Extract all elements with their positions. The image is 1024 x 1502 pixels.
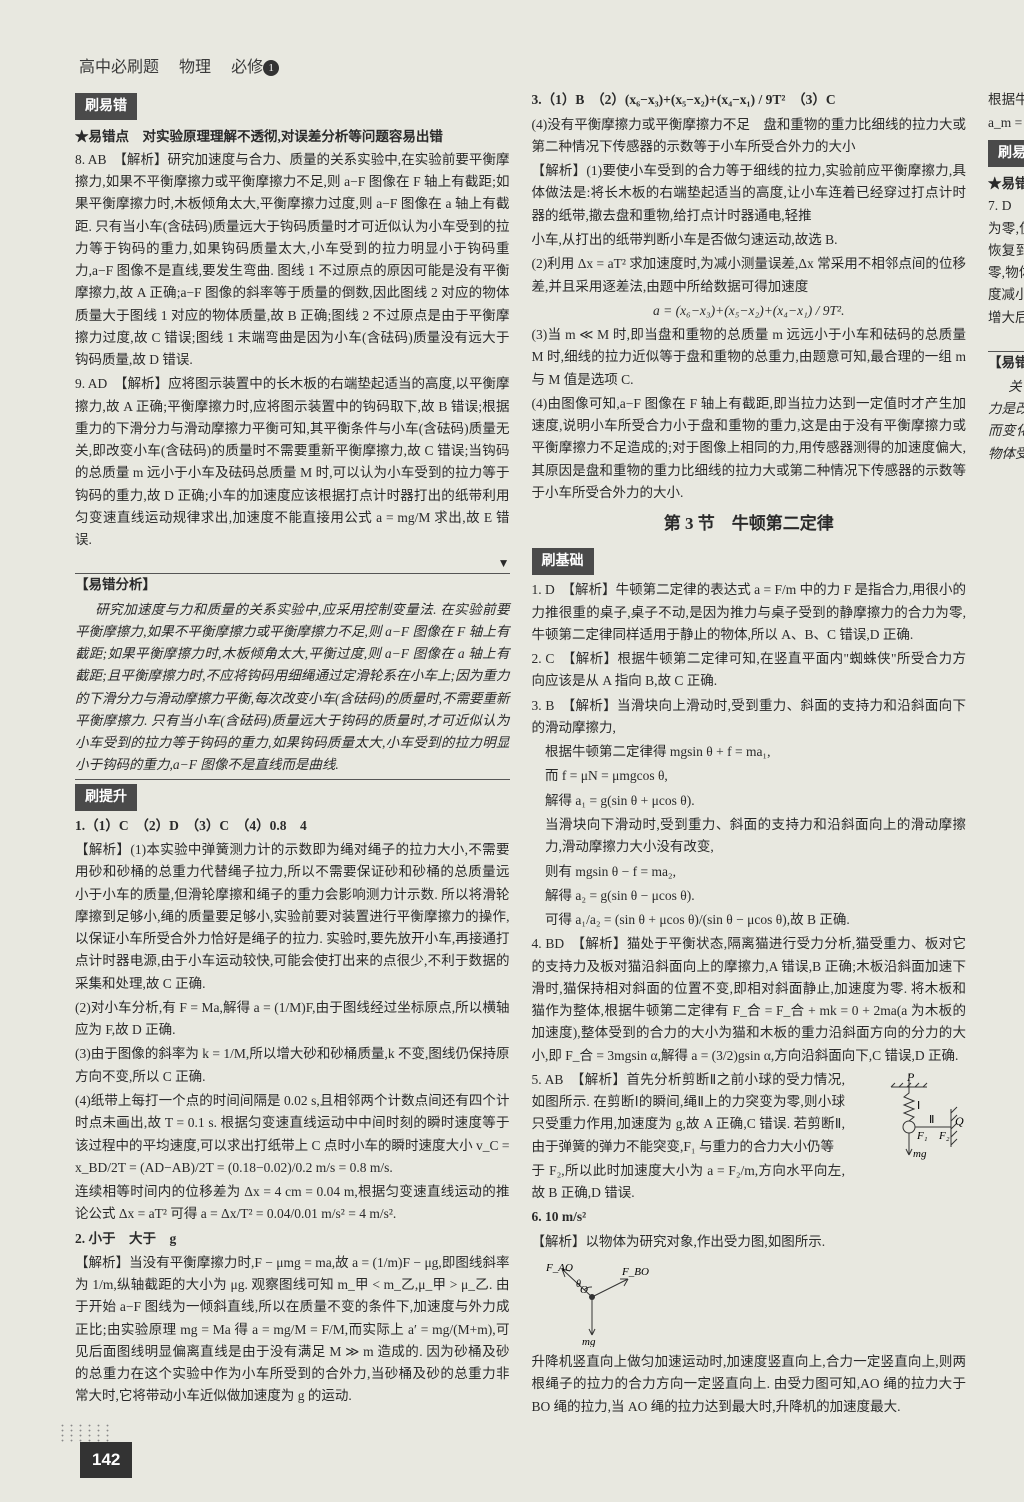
- j3: 3. B 【解析】当滑块向上滑动时,受到重力、斜面的支持力和沿斜面向下的滑动摩擦…: [532, 695, 967, 740]
- section-shuayicuo-2: 刷易错: [988, 140, 1024, 167]
- t3-ans: 3.（1）B （2）(x₆−x₃)+(x₅−x₂)+(x₄−x₁) / 9T² …: [532, 89, 967, 111]
- svg-text:mg: mg: [582, 1336, 596, 1347]
- e7: 7. D 【解析】开始物体在多个力的作用下处于静止状态,物体所受的合力为零,使其…: [988, 195, 1024, 329]
- svg-text:F_AO: F_AO: [545, 1262, 573, 1274]
- svg-text:F₁: F₁: [916, 1130, 928, 1142]
- q8: 8. AB 【解析】研究加速度与合力、质量的关系实验中,在实验前要平衡摩擦力,如…: [75, 149, 510, 372]
- svg-text:F_BO: F_BO: [621, 1266, 649, 1278]
- j3g: 可得 a₁/a₂ = (sin θ + μcos θ)/(sin θ − μco…: [532, 909, 967, 931]
- j4: 4. BD 【解析】猫处于平衡状态,隔离猫进行受力分析,猫受重力、板对它的支持力…: [532, 933, 967, 1067]
- j3e: 则有 mgsin θ − f = ma₂,: [532, 861, 967, 883]
- t2-a: 【解析】当没有平衡摩擦力时,F − μmg = ma,故 a = (1/m)F …: [75, 1252, 510, 1408]
- error-point-2: ★易错点 没有理解"力与运动的关系": [988, 173, 1024, 195]
- t2-ans: 2. 小于 大于 g: [75, 1228, 510, 1250]
- svg-text:Ⅱ: Ⅱ: [929, 1114, 934, 1126]
- svg-text:P: P: [906, 1070, 915, 1084]
- j6: 6. 10 m/s²: [532, 1206, 967, 1228]
- r4: (4)由图像可知,a−F 图像在 F 轴上有截距,即当拉力达到一定值时才产生加速…: [532, 393, 967, 504]
- page-number: 142: [80, 1442, 132, 1478]
- j3c: 解得 a₁ = g(sin θ + μcos θ).: [532, 790, 967, 812]
- t1-b: (2)对小车分析,有 F = Ma,解得 a = (1/M)F,由于图线经过坐标…: [75, 997, 510, 1042]
- svg-text:θ: θ: [576, 1279, 581, 1290]
- analysis1-body: 研究加速度与力和质量的关系实验中,应采用控制变量法. 在实验前要平衡摩擦力,如果…: [75, 599, 510, 777]
- j5b: 于 F₂,所以此时加速度大小为 a = F₂/m,方向水平向左,故 B 正确,D…: [532, 1160, 967, 1205]
- section-shuayicuo: 刷易错: [75, 93, 137, 120]
- page-header: 高中必刷题 物理 必修1: [75, 55, 966, 81]
- svg-text:F₂: F₂: [938, 1130, 950, 1142]
- t3-b: (4)没有平衡摩擦力或平衡摩擦力不足 盘和重物的重力比细线的拉力大或第二种情况下…: [532, 114, 967, 159]
- svg-text:mg: mg: [913, 1148, 927, 1160]
- svg-text:Q: Q: [955, 1114, 964, 1128]
- j1: 1. D 【解析】牛顿第二定律的表达式 a = F/m 中的力 F 是指合力,用…: [532, 579, 967, 646]
- book-num: 1: [263, 60, 279, 76]
- t1-d: (4)纸带上每打一个点的时间间隔是 0.02 s,且相邻两个计数点间还有四个计时…: [75, 1090, 510, 1179]
- j6b: 升降机竖直向上做匀加速运动时,加速度竖直向上,合力一定竖直向上,则两根绳子的拉力…: [532, 1351, 967, 1418]
- tri-marker-1: ▼: [75, 554, 510, 574]
- ea-body: 关于力的作用,下列三种说法是一致的:力是改变物体运动状态的原因,力是改变物体速度…: [988, 376, 1024, 465]
- j3f: 解得 a₂ = g(sin θ − μcos θ).: [532, 885, 967, 907]
- j2: 2. C 【解析】根据牛顿第二定律可知,在竖直平面内"蜘蛛侠"所受合力方向应该是…: [532, 648, 967, 693]
- r2-formula: a = (x₆−x₃)+(x₅−x₂)+(x₄−x₁) / 9T².: [532, 300, 967, 322]
- section-shuatiesheng: 刷提升: [75, 784, 137, 811]
- j3a: 根据牛顿第二定律得 mgsin θ + f = ma₁,: [532, 741, 967, 763]
- t1-e: 连续相等时间内的位移差为 Δx = 4 cm = 0.04 m,根据匀变速直线运…: [75, 1181, 510, 1226]
- j3d: 当滑块向下滑动时,受到重力、斜面的支持力和沿斜面向上的滑动摩擦力,滑动摩擦力大小…: [532, 814, 967, 859]
- j6a: 【解析】以物体为研究对象,作出受力图,如图所示.: [532, 1231, 967, 1253]
- j3b: 而 f = μN = μmgcos θ,: [532, 765, 967, 787]
- error-point-1: ★易错点 对实验原理理解不透彻,对误差分析等问题容易出错: [75, 126, 510, 148]
- ea-title: 【易错分析】: [988, 352, 1024, 374]
- t1-ans: 1.（1）C （2）D （3）C （4）0.8 4: [75, 815, 510, 837]
- series: 高中必刷题: [79, 59, 159, 76]
- tri-marker-2: ▼: [988, 331, 1024, 351]
- t1-a: 【解析】(1)本实验中弹簧测力计的示数即为绳对绳子的拉力大小,不需要用砂和砂桶的…: [75, 839, 510, 995]
- subject: 物理: [179, 59, 211, 76]
- two-column-body: 刷易错 ★易错点 对实验原理理解不透彻,对误差分析等问题容易出错 8. AB 【…: [75, 89, 966, 1419]
- r3: (3)当 m ≪ M 时,即当盘和重物的总质量 m 远远小于小车和砝码的总质量 …: [532, 324, 967, 391]
- analysis1-title: 【易错分析】: [75, 574, 510, 596]
- r2: (2)利用 Δx = aT² 求加速度时,为减小测量误差,Δx 常采用不相邻点间…: [532, 253, 967, 298]
- t1-c: (3)由于图像的斜率为 k = 1/M,所以增大砂和砂桶质量,k 不变,图线仍保…: [75, 1043, 510, 1088]
- r1: 小车,从打出的纸带判断小车是否做匀速运动,故选 B.: [532, 229, 967, 251]
- svg-text:Ⅰ: Ⅰ: [917, 1100, 920, 1112]
- book: 必修: [231, 59, 263, 76]
- t3-c: 【解析】(1)要使小车受到的合力等于细线的拉力,实验前应平衡摩擦力,具体做法是:…: [532, 160, 967, 227]
- fig-j5: P Ⅰ F₁ Ⅱ F₂ Q mg: [851, 1069, 966, 1164]
- j6c: 根据牛顿第二定律得, F_AO/cos θ − mg = ma_m,又 F_AO…: [988, 89, 1024, 134]
- section-shuajichu: 刷基础: [532, 548, 594, 575]
- q9: 9. AD 【解析】应将图示装置中的长木板的右端垫起适当的高度,以平衡摩擦力,故…: [75, 373, 510, 551]
- section3-title: 第 3 节 牛顿第二定律: [532, 510, 967, 538]
- fig-j6: O mg F_AO F_BO θ: [532, 1257, 967, 1347]
